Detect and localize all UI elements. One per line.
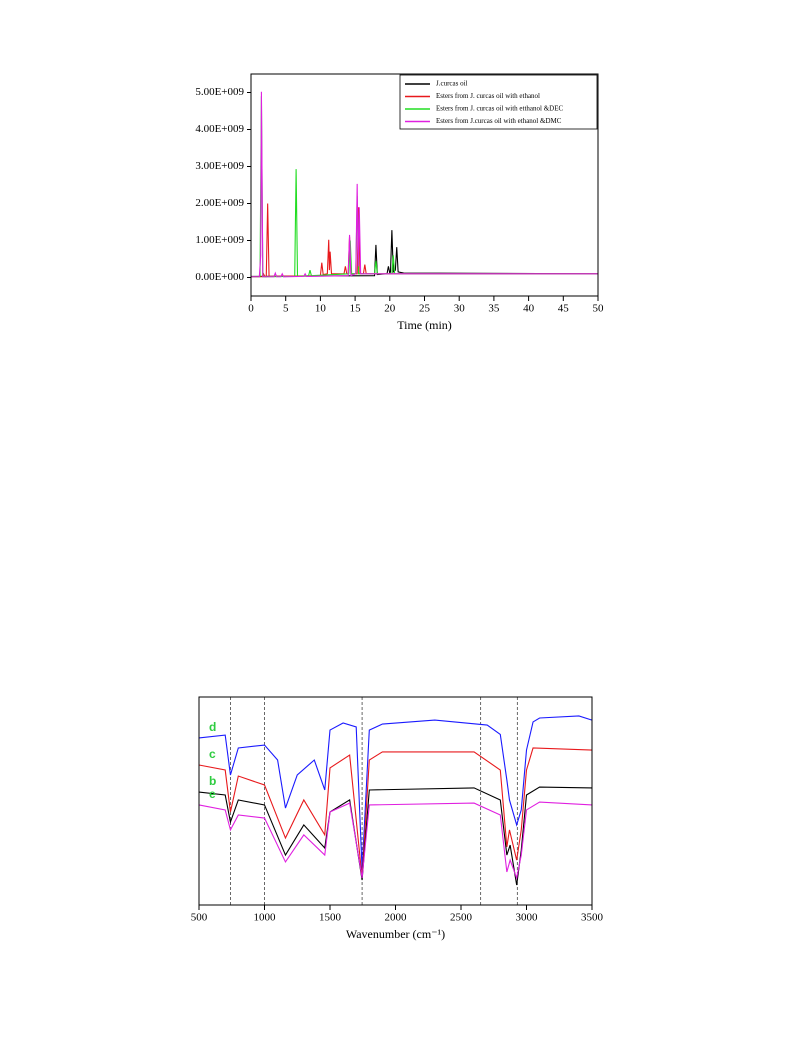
plot-frame [198, 696, 593, 906]
x-tick-label: 0 [248, 303, 254, 315]
legend-label: Esters from J.curcas oil with ethanol &D… [436, 117, 562, 125]
x-tick-label: 25 [419, 303, 431, 315]
data-line [198, 801, 593, 880]
x-tick-label: 1000 [254, 912, 277, 924]
x-tick-label: 2500 [450, 912, 473, 924]
y-tick-label: 1.00E+009 [195, 234, 244, 246]
y-tick-label: 2.00E+009 [195, 197, 244, 209]
series-label: c [209, 747, 216, 761]
legend-label: Esters from J. curcas oil with ethanol [436, 92, 540, 100]
data-line [198, 786, 593, 886]
series-label: e [209, 787, 216, 801]
y-tick-label: 0.00E+000 [195, 271, 244, 283]
data-line [251, 203, 598, 278]
x-tick-label: 30 [454, 303, 466, 315]
x-axis-label: Time (min) [397, 318, 452, 332]
x-tick-label: 40 [523, 303, 535, 315]
x-tick-label: 500 [191, 912, 208, 924]
x-tick-label: 3500 [581, 912, 604, 924]
data-line [251, 91, 598, 278]
series-label: d [209, 720, 216, 734]
x-axis-label: Wavenumber (cm⁻¹) [346, 927, 445, 941]
y-tick-label: 3.00E+009 [195, 160, 244, 172]
legend-box [399, 74, 598, 130]
x-tick-label: 5 [283, 303, 289, 315]
y-tick-label: 5.00E+009 [195, 86, 244, 98]
legend-label: J.curcas oil [436, 80, 468, 88]
legend-label: Esters from J. curcas oil with etthanol … [436, 105, 563, 113]
x-tick-label: 15 [350, 303, 362, 315]
x-tick-label: 50 [593, 303, 605, 315]
x-tick-label: 10 [315, 303, 327, 315]
x-tick-label: 20 [384, 303, 396, 315]
x-tick-label: 45 [558, 303, 570, 315]
data-line [198, 715, 593, 871]
x-tick-label: 2000 [385, 912, 408, 924]
x-tick-label: 3000 [516, 912, 539, 924]
data-line [198, 747, 593, 879]
x-tick-label: 35 [488, 303, 500, 315]
series-label: b [209, 774, 216, 788]
data-line [250, 230, 599, 277]
x-tick-label: 1500 [319, 912, 342, 924]
y-tick-label: 4.00E+009 [195, 123, 244, 135]
